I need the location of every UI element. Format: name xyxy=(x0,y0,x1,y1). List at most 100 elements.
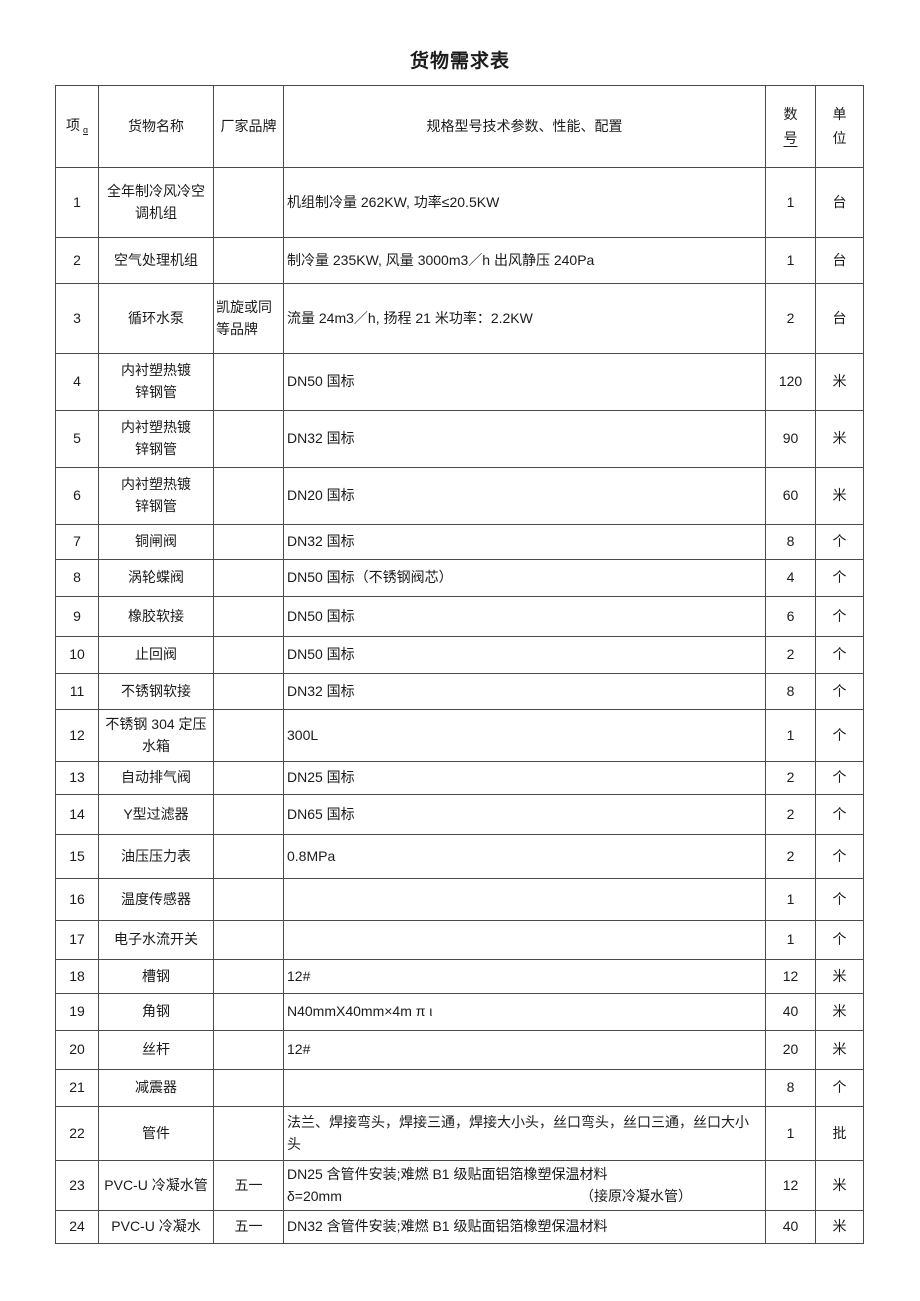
cell-spec: 法兰、焊接弯头，焊接三通，焊接大小头，丝口弯头，丝口三通，丝口大小头 xyxy=(283,1106,766,1161)
cell-unit: 个 xyxy=(815,673,864,710)
cell-spec xyxy=(283,1069,766,1107)
table-row: 22 管件 法兰、焊接弯头，焊接三通，焊接大小头，丝口弯头，丝口三通，丝口大小头 1 批 xyxy=(55,1106,864,1161)
spec-text: 300L xyxy=(287,726,319,743)
cell-unit: 米 xyxy=(815,993,864,1031)
table-row: 1 全年制冷风冷空 调机组 机组制冷量 262KW, 功率≤20.5KW 1 台 xyxy=(55,167,864,238)
spec-text: DN32 国标 xyxy=(287,533,355,550)
cell-goods-name: 油压压力表 xyxy=(98,834,214,879)
header-brand: 厂家品牌 xyxy=(213,85,284,168)
goods-table-body: 1 全年制冷风冷空 调机组 机组制冷量 262KW, 功率≤20.5KW 1 台 2 空气处… xyxy=(55,167,864,1244)
table-row: 9 橡胶软接 DN50 国标 6 个 xyxy=(55,596,864,637)
cell-quantity: 1 xyxy=(765,709,816,762)
cell-spec xyxy=(283,920,766,960)
spec-text: 流量 24m3／h, 扬程 21 米功率：2.2KW xyxy=(287,309,533,326)
header-unit-top: 单 xyxy=(832,105,847,122)
spec-text: 机组制冷量 262KW, 功率≤20.5KW xyxy=(287,193,500,210)
cell-quantity: 6 xyxy=(765,596,816,637)
header-item-mark: ɑ xyxy=(82,125,88,136)
cell-spec: DN20 国标 xyxy=(283,467,766,525)
cell-brand xyxy=(213,353,284,411)
header-spec: 规格型号技术参数、性能、配置 xyxy=(283,85,766,168)
cell-brand xyxy=(213,636,284,674)
cell-brand xyxy=(213,559,284,597)
cell-goods-name: 内衬塑热镀 锌钢管 xyxy=(98,353,214,411)
header-quantity-top: 数 xyxy=(783,105,798,122)
cell-unit: 个 xyxy=(815,834,864,879)
cell-goods-name: 涡轮蝶阀 xyxy=(98,559,214,597)
cell-spec: DN32 含管件安装;难燃 B1 级贴面铝箔橡塑保温材料 xyxy=(283,1210,766,1244)
cell-item-number: 7 xyxy=(55,524,99,560)
spec-text: 12# xyxy=(287,1041,311,1058)
cell-goods-name: 铜闸阀 xyxy=(98,524,214,560)
header-goods-name: 货物名称 xyxy=(98,85,214,168)
cell-brand xyxy=(213,1069,284,1107)
cell-item-number: 14 xyxy=(55,794,99,835)
cell-quantity: 1 xyxy=(765,878,816,921)
table-row: 5 内衬塑热镀 锌钢管 DN32 国标 90 米 xyxy=(55,410,864,468)
spec-text: DN50 国标（不锈钢阀芯） xyxy=(287,569,453,586)
cell-spec: DN25 含管件安装;难燃 B1 级贴面铝箔橡塑保温材料 δ=20mm （接原冷凝水… xyxy=(283,1160,766,1211)
cell-goods-name: 不锈钢软接 xyxy=(98,673,214,710)
cell-goods-name: Y型过滤器 xyxy=(98,794,214,835)
cell-unit: 米 xyxy=(815,1030,864,1070)
table-row: 19 角钢 N40mmX40mm×4m π ι 40 米 xyxy=(55,993,864,1031)
table-row: 18 槽钢 12# 12 米 xyxy=(55,959,864,994)
cell-spec: 12# xyxy=(283,1030,766,1070)
cell-item-number: 16 xyxy=(55,878,99,921)
header-item-label: 项 xyxy=(65,117,80,134)
table-row: 21 减震器 8 个 xyxy=(55,1069,864,1107)
cell-item-number: 5 xyxy=(55,410,99,468)
cell-spec: DN32 国标 xyxy=(283,673,766,710)
cell-brand xyxy=(213,237,284,284)
cell-unit: 个 xyxy=(815,1069,864,1107)
table-row: 15 油压压力表 0.8MPa 2 个 xyxy=(55,834,864,879)
cell-goods-name: 温度传感器 xyxy=(98,878,214,921)
table-row: 17 电子水流开关 1 个 xyxy=(55,920,864,960)
spec-text: DN25 国标 xyxy=(287,769,355,786)
cell-spec: DN65 国标 xyxy=(283,794,766,835)
cell-quantity: 1 xyxy=(765,167,816,238)
cell-item-number: 1 xyxy=(55,167,99,238)
cell-spec: 12# xyxy=(283,959,766,994)
cell-spec: DN50 国标（不锈钢阀芯） xyxy=(283,559,766,597)
cell-goods-name: 自动排气阀 xyxy=(98,761,214,795)
cell-spec: DN25 国标 xyxy=(283,761,766,795)
cell-unit: 个 xyxy=(815,761,864,795)
cell-goods-name: PVC-U 冷凝水 xyxy=(98,1210,214,1244)
table-row: 4 内衬塑热镀 锌钢管 DN50 国标 120 米 xyxy=(55,353,864,411)
cell-unit: 批 xyxy=(815,1106,864,1161)
spec-text: 法兰、焊接弯头，焊接三通，焊接大小头，丝口弯头，丝口三通，丝口大小头 xyxy=(287,1113,749,1152)
table-row: 2 空气处理机组 制冷量 235KW, 风量 3000m3／h 出风静压 240Pa… xyxy=(55,237,864,284)
header-quantity: 数号 xyxy=(765,85,816,168)
table-row: 14 Y型过滤器 DN65 国标 2 个 xyxy=(55,794,864,835)
cell-brand: 五一 xyxy=(213,1210,284,1244)
cell-quantity: 40 xyxy=(765,993,816,1031)
cell-item-number: 8 xyxy=(55,559,99,597)
cell-goods-name: 槽钢 xyxy=(98,959,214,994)
cell-quantity: 8 xyxy=(765,1069,816,1107)
cell-item-number: 19 xyxy=(55,993,99,1031)
cell-quantity: 12 xyxy=(765,1160,816,1211)
table-row: 12 不锈钢 304 定压 水箱 300L 1 个 xyxy=(55,709,864,762)
cell-brand xyxy=(213,709,284,762)
table-row: 13 自动排气阀 DN25 国标 2 个 xyxy=(55,761,864,795)
spec-text: DN32 国标 xyxy=(287,682,355,699)
table-row: 16 温度传感器 1 个 xyxy=(55,878,864,921)
cell-item-number: 2 xyxy=(55,237,99,284)
cell-brand xyxy=(213,993,284,1031)
spec-line2-left: δ=20mm xyxy=(287,1187,342,1204)
cell-goods-name: 内衬塑热镀 锌钢管 xyxy=(98,410,214,468)
spec-text: N40mmX40mm×4m π ι xyxy=(287,1003,433,1020)
header-unit: 单位 xyxy=(815,85,864,168)
spec-text: 12# xyxy=(287,967,311,984)
spec-text: DN50 国标 xyxy=(287,607,355,624)
cell-quantity: 20 xyxy=(765,1030,816,1070)
cell-item-number: 20 xyxy=(55,1030,99,1070)
cell-item-number: 11 xyxy=(55,673,99,710)
cell-quantity: 60 xyxy=(765,467,816,525)
cell-brand xyxy=(213,410,284,468)
spec-text: DN32 国标 xyxy=(287,430,355,447)
